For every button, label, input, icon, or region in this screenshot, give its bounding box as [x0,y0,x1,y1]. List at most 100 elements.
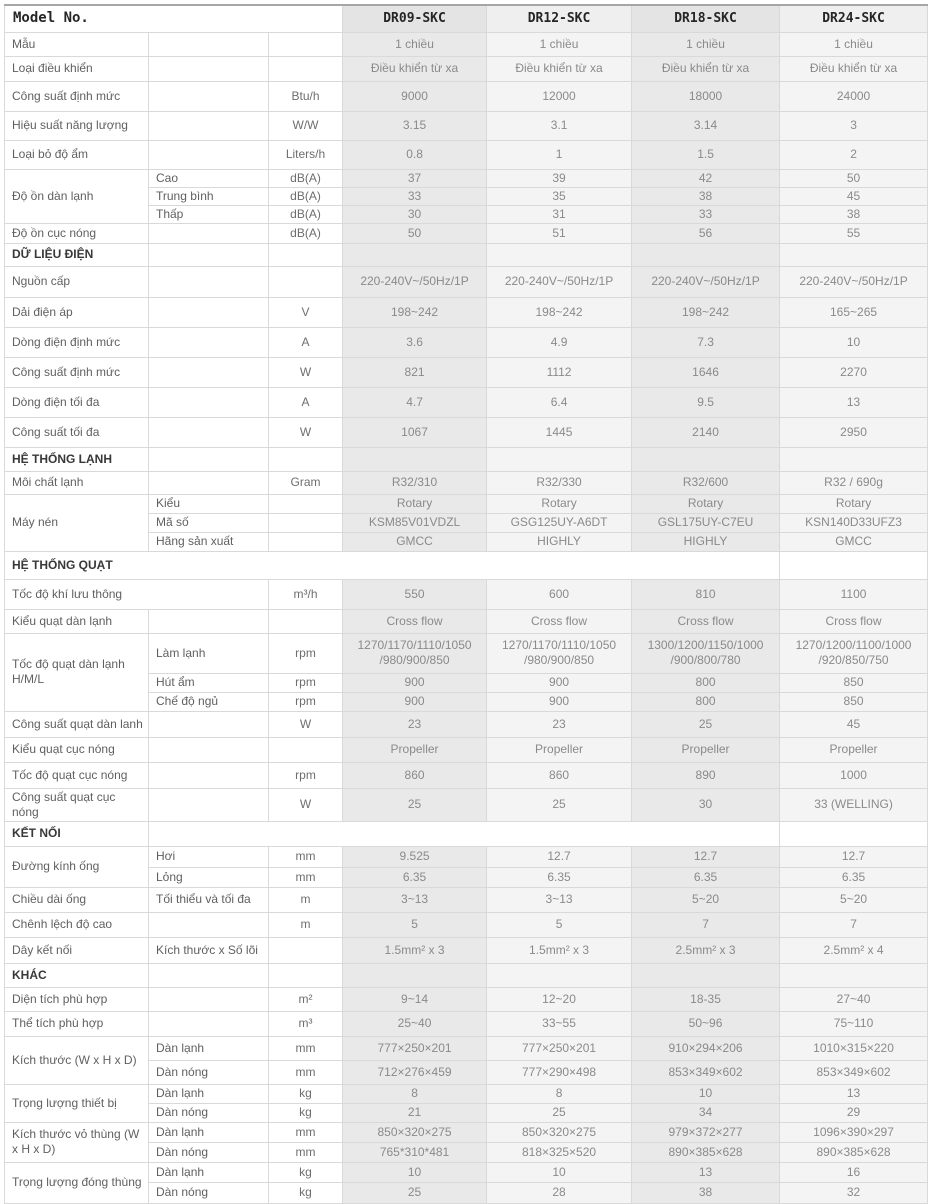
value-cell: 198~242 [631,296,781,328]
row-label: Dòng điện tối đa [4,386,149,418]
value-cell: R32/330 [486,470,633,495]
value-cell: 765*310*481 [342,1141,488,1163]
value-cell: Cross flow [631,608,781,634]
value-cell: 3~13 [342,886,488,913]
row-sublabel [148,761,269,789]
value-cell: 890×385×628 [779,1141,929,1163]
value-cell: 821 [342,356,488,388]
value-cell: KSN140D33UFZ3 [779,512,929,533]
value-cell: 33 [342,186,488,206]
table-row: Tốc độ quạt cục nóng rpm 860 860 890 1000 [4,761,929,789]
value-cell: 3.14 [631,110,781,141]
table-row: Chế độ ngủ rpm 900 900 800 850 [5,691,929,712]
row-sublabel [148,326,269,358]
table-row: Công suất quạt dàn lanh W 23 23 25 45 [4,710,929,738]
value-cell: 850×320×275 [342,1121,488,1143]
table-row: Thể tích phù hợp m³ 25~40 33~55 50~96 75~110 [4,1010,929,1037]
value-cell: 5~20 [779,886,929,913]
row-label: Máy nén [4,493,149,552]
value-cell: 24000 [779,80,929,112]
table-row: Loại điều khiển Điều khiển từ xa Điều khiể… [4,55,929,82]
value-cell: 220-240V~/50Hz/1P [631,265,781,298]
empty-cell [267,242,344,267]
unit-cell: mm [267,1121,344,1143]
model-column-dr18: DR18-SKC [631,4,781,33]
row-label: Kích thước vỏ thùng (W x H x D) [4,1121,149,1163]
unit-cell: dB(A) [267,222,344,244]
value-cell: 10 [779,326,929,358]
empty-cell [267,446,344,472]
table-row: Dải điện áp V 198~242 198~242 198~242 165~265 [4,296,929,328]
section-title: KẾT NỐI [4,820,149,847]
unit-cell: mm [267,1059,344,1085]
spec-table: Model No. DR09-SKC DR12-SKC DR18-SKC DR2… [3,4,929,1204]
model-column-dr24: DR24-SKC [779,4,929,33]
row-sublabel [148,80,269,112]
row-sublabel: Tối thiểu và tối đa [148,886,269,913]
section-row: DỮ LIỆU ĐIỆN [4,242,929,267]
value-cell: 30 [342,204,488,224]
value-cell: 45 [779,710,929,738]
table-row: Kiểu quạt dàn lạnh Cross flow Cross flow Cr… [4,608,929,634]
value-cell: R32/600 [631,470,781,495]
table-row: Dàn nóng mm 765*310*481 818×325×520 890×385×… [5,1141,929,1163]
unit-cell: m [267,886,344,913]
value-cell: 13 [779,386,929,418]
model-column-dr09: DR09-SKC [342,4,488,33]
empty-value-cell [486,242,633,267]
table-row: Mã số KSM85V01VDZL GSG125UY-A6DT GSL175UY-C… [5,512,929,533]
row-label: Dải điện áp [4,296,149,328]
value-cell: 10 [486,1161,633,1183]
value-cell: Propeller [342,736,488,763]
value-cell: 1000 [779,761,929,789]
row-sublabel: Dàn lạnh [148,1121,269,1143]
empty-value-cell [779,242,929,267]
value-cell: 600 [486,578,633,610]
table-row: Công suất định mức Btu/h 9000 12000 18000 240… [4,80,929,112]
row-label: Tốc độ quạt dàn lạnh H/M/L [4,632,149,712]
row-sublabel [148,110,269,141]
value-cell: 910×294×206 [631,1035,781,1061]
section-title: KHÁC [4,962,149,988]
table-row: Hiệu suất năng lượng W/W 3.15 3.1 3.14 3 [4,110,929,141]
value-cell: R32 / 690g [779,470,929,495]
row-sublabel [148,265,269,298]
value-cell: 2.5mm² x 3 [631,936,781,964]
unit-cell: dB(A) [267,204,344,224]
value-cell: 0.8 [342,139,488,170]
section-title: HỆ THỐNG QUẠT [3,550,781,580]
value-cell: 39 [486,168,633,188]
value-cell: 12.7 [631,845,781,868]
value-cell: 2.5mm² x 4 [779,936,929,964]
value-cell: 1 chiều [631,31,781,57]
value-cell: 5 [486,911,633,938]
unit-cell: m³/h [267,578,344,610]
value-cell: GSG125UY-A6DT [486,512,633,533]
row-sublabel [148,55,269,82]
row-label: Công suất tối đa [4,416,149,448]
row-sublabel [148,386,269,418]
value-cell: 3.15 [342,110,488,141]
value-cell: 30 [631,787,781,822]
value-cell: 220-240V~/50Hz/1P [342,265,488,298]
value-cell: GMCC [342,531,488,552]
value-cell: 12000 [486,80,633,112]
value-cell: 31 [486,204,633,224]
value-cell: 853×349×602 [779,1059,929,1085]
table-row: Trọng lượng thiết bị Dàn lạnh kg 8 8 10 13 [4,1083,929,1123]
unit-cell: mm [267,1035,344,1061]
unit-cell: A [267,386,344,418]
table-row: Dàn nóng kg 21 25 34 29 [5,1102,929,1123]
table-row: Mẫu 1 chiều 1 chiều 1 chiều 1 chiều [4,31,929,57]
table-row: Độ ồn dàn lạnh Cao dB(A) 37 39 42 50 [4,168,929,224]
value-cell: 18000 [631,80,781,112]
section-row: HỆ THỐNG LẠNH [4,446,929,472]
value-cell: 21 [342,1102,488,1123]
empty-value-cell [631,962,781,988]
value-cell: Rotary [779,493,929,514]
row-sublabel: Chế độ ngủ [148,691,269,712]
value-cell: 1 [486,139,633,170]
table-row: Dây kết nối Kích thước x Số lõi 1.5mm² x 3… [4,936,929,964]
spec-table-body: Mẫu 1 chiều 1 chiều 1 chiều 1 chiều Loại điều… [3,31,929,1204]
value-cell: Điều khiển từ xa [631,55,781,82]
